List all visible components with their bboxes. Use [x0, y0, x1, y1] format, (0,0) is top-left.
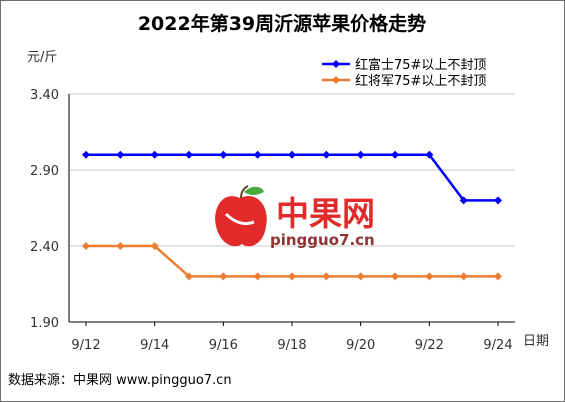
- legend-label: 红将军75#以上不封顶: [355, 73, 486, 89]
- y-axis-unit: 元/斤: [27, 50, 57, 65]
- chart-title: 2022年第39周沂源苹果价格走势: [138, 12, 426, 35]
- x-tick-label: 9/24: [483, 338, 512, 353]
- y-tick-label: 3.40: [30, 88, 59, 103]
- data-point: [391, 150, 399, 159]
- data-point: [219, 272, 228, 281]
- x-axis-label: 日期: [523, 334, 549, 349]
- apple-logo-icon: [215, 185, 267, 247]
- y-tick-labels: 1.90 2.40 2.90 3.40: [30, 88, 59, 331]
- data-point: [322, 272, 331, 281]
- data-point: [82, 150, 90, 159]
- series-group: [82, 150, 502, 281]
- x-tick-label: 9/14: [140, 338, 169, 353]
- watermark: 中果网 pingguo7.cn: [215, 185, 375, 249]
- data-point: [253, 272, 262, 281]
- data-point: [425, 150, 434, 159]
- plot-area: 1.90 2.40 2.90 3.40 9/12 9/14 9/16 9/18 9/20 9/2…: [30, 88, 515, 353]
- x-tick-label: 9/22: [415, 338, 444, 353]
- watermark-url: pingguo7.cn: [270, 231, 375, 249]
- data-point: [494, 272, 502, 281]
- x-tick-label: 9/20: [346, 338, 375, 353]
- data-point: [288, 272, 296, 281]
- legend-label: 红富士75#以上不封顶: [355, 57, 486, 73]
- data-point: [494, 196, 502, 205]
- data-point: [459, 272, 468, 281]
- data-point: [116, 242, 125, 250]
- data-source-note: 数据来源：中果网 www.pingguo7.cn: [8, 373, 232, 388]
- data-point: [150, 150, 159, 159]
- data-point: [219, 150, 228, 159]
- data-point: [288, 150, 296, 159]
- data-point: [391, 272, 399, 281]
- data-point: [459, 196, 468, 205]
- watermark-name: 中果网: [276, 194, 375, 233]
- y-tick-label: 1.90: [30, 316, 59, 331]
- x-tick-label: 9/16: [209, 338, 238, 353]
- data-point: [82, 242, 90, 250]
- y-tick-label: 2.90: [30, 164, 59, 179]
- data-point: [322, 150, 331, 159]
- legend-marker: [332, 60, 340, 68]
- x-tick-label: 9/18: [277, 338, 306, 353]
- x-tick-labels: 9/12 9/14 9/16 9/18 9/20 9/22 9/24: [71, 322, 513, 353]
- data-point: [185, 150, 193, 159]
- legend-marker: [332, 76, 340, 84]
- y-tick-label: 2.40: [30, 240, 59, 255]
- data-point: [185, 272, 193, 281]
- data-point: [253, 150, 262, 159]
- x-tick-label: 9/12: [71, 338, 100, 353]
- data-point: [356, 272, 365, 281]
- series-line: [86, 244, 498, 278]
- data-point: [356, 150, 365, 159]
- data-point: [150, 242, 159, 250]
- data-point: [425, 272, 434, 281]
- data-point: [116, 150, 125, 159]
